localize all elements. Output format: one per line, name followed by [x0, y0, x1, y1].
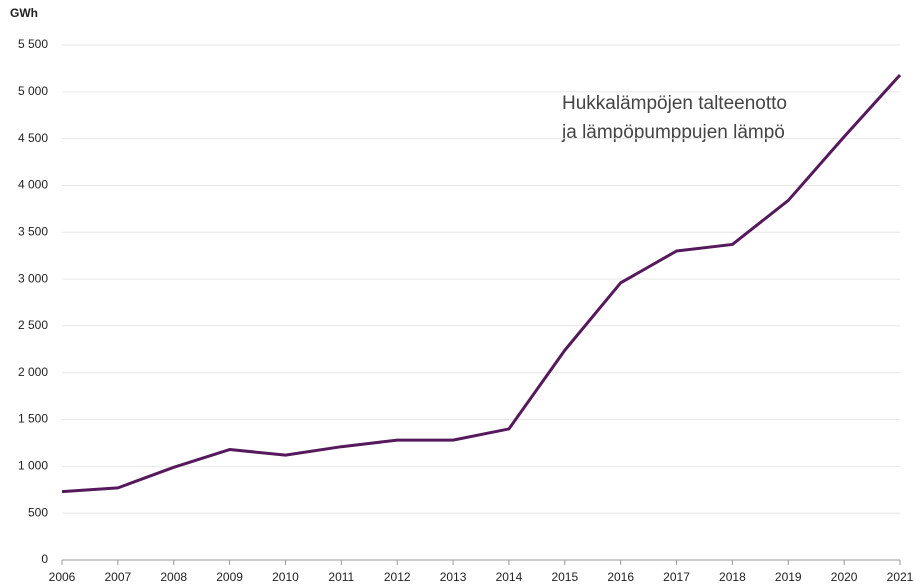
x-tick-label: 2014 — [496, 570, 523, 584]
x-tick-label: 2010 — [272, 570, 299, 584]
x-tick-label: 2011 — [328, 570, 354, 584]
y-tick-label: 1 500 — [18, 412, 48, 426]
y-tick-label: 0 — [41, 552, 48, 566]
y-tick-label: 500 — [28, 505, 48, 519]
x-tick-label: 2018 — [719, 570, 746, 584]
y-tick-label: 1 000 — [18, 459, 48, 473]
y-tick-label: 2 500 — [18, 318, 48, 332]
x-tick-label: 2006 — [49, 570, 76, 584]
annotation: Hukkalämpöjen talteenotto — [562, 93, 787, 114]
x-tick-label: 2019 — [775, 570, 802, 584]
x-tick-label: 2021 — [887, 570, 914, 584]
line — [61, 73, 902, 494]
y-tick-label: 4 000 — [18, 178, 48, 192]
y-tick-label: 3 000 — [18, 271, 48, 285]
x-tick-label: 2012 — [384, 570, 411, 584]
y-tick-label: 4 500 — [18, 131, 48, 145]
y-tick-label: 5 500 — [18, 37, 48, 51]
x-tick-label: 2015 — [551, 570, 578, 584]
x-tick-label: 2017 — [663, 570, 690, 584]
x-tick-label: 2020 — [831, 570, 858, 584]
y-tick-label: 5 000 — [18, 84, 48, 98]
x-tick-label: 2008 — [160, 570, 187, 584]
x-tick-label: 2016 — [607, 570, 634, 584]
x-tick-label: 2013 — [440, 570, 467, 584]
x-tick-label: 2007 — [105, 570, 132, 584]
y-tick-label: 3 500 — [18, 224, 48, 238]
x-tick-label: 2009 — [216, 570, 243, 584]
y-tick-label: 2 000 — [18, 365, 48, 379]
annotation: ja lämpöpumppujen lämpö — [561, 122, 785, 143]
y-axis-label: GWh — [10, 6, 38, 20]
